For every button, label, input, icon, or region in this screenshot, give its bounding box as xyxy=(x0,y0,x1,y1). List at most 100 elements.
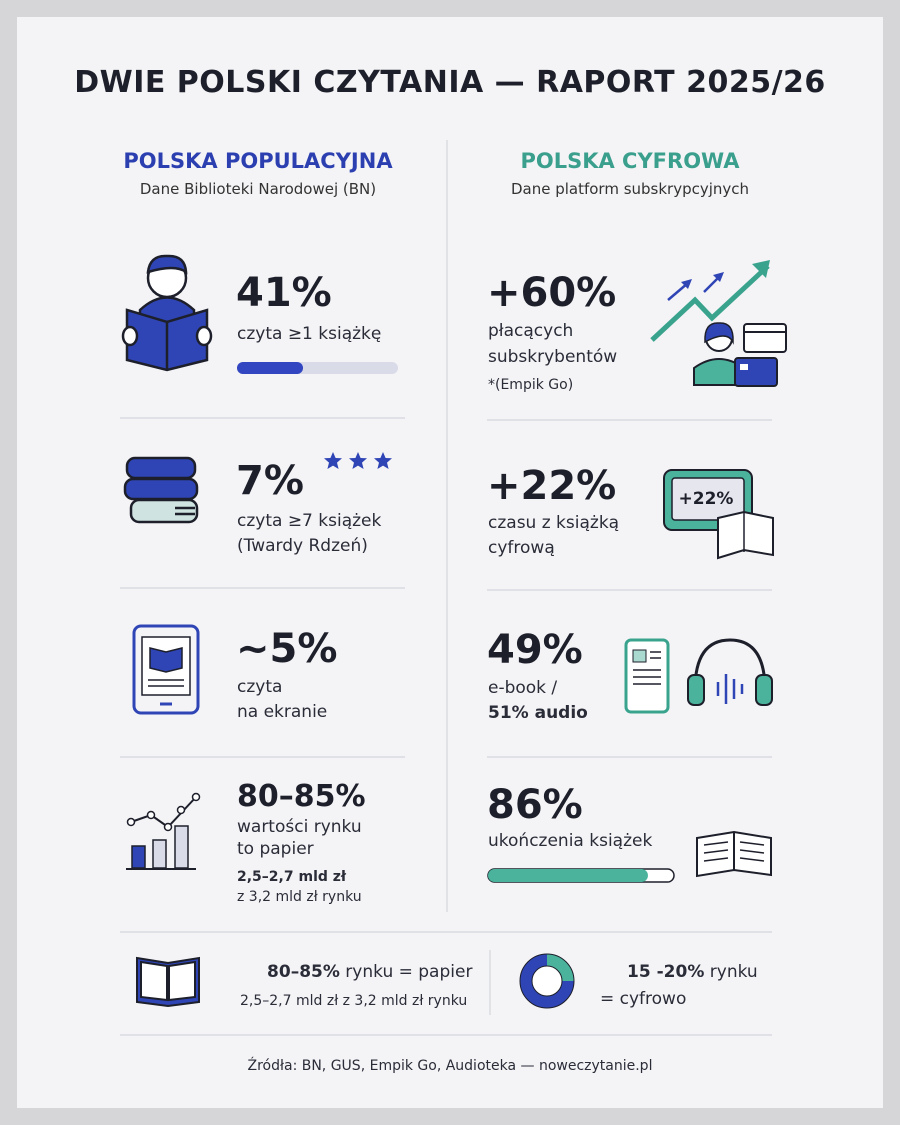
stat-text: płacących xyxy=(488,321,573,341)
stat-text: wartości rynku xyxy=(237,817,362,837)
right-subtitle: Dane platform subskrypcyjnych xyxy=(511,180,749,198)
icon-part xyxy=(752,260,770,278)
star xyxy=(324,452,342,469)
icon-part xyxy=(755,674,773,706)
title: DWIE POLSKI CZYTANIA — RAPORT 2025/26 xyxy=(74,65,826,100)
icon-part xyxy=(703,841,729,846)
reader-icon xyxy=(121,254,213,372)
summary-detail: 2,5–2,7 mld zł z 3,2 mld zł rynku xyxy=(240,993,467,1009)
icon-part xyxy=(123,477,199,501)
icon-part xyxy=(129,498,199,524)
icon-part xyxy=(624,638,670,714)
icon-part xyxy=(739,841,765,846)
icon-part xyxy=(531,965,563,997)
icon-part xyxy=(168,960,196,1002)
right-heading: POLSKA CYFROWA xyxy=(520,149,740,173)
stat-text: ukończenia książek xyxy=(488,831,652,851)
icon-part xyxy=(519,953,575,1009)
icon-part xyxy=(176,805,186,815)
card xyxy=(17,17,883,1108)
icon-part xyxy=(146,810,156,820)
icon-part xyxy=(125,456,197,480)
stat-text: (Twardy Rdzeń) xyxy=(237,536,368,556)
stat-text: subskrybentów xyxy=(488,347,617,367)
stat: 86% xyxy=(487,782,583,828)
stat-text: czyta ≥7 książek xyxy=(237,511,382,531)
stat: 41% xyxy=(236,270,332,316)
icon-part xyxy=(743,323,787,353)
left-subtitle: Dane Biblioteki Narodowej (BN) xyxy=(140,180,376,198)
progress-bar xyxy=(237,362,304,374)
icon-part xyxy=(667,282,689,301)
tablet-icon xyxy=(132,624,200,715)
icon-part xyxy=(734,357,778,387)
icon-part xyxy=(687,674,705,706)
market-chart-icon xyxy=(126,792,201,870)
note: *(Empik Go) xyxy=(488,377,573,393)
stat: +60% xyxy=(487,270,616,316)
icon-part xyxy=(739,857,765,862)
icon-part xyxy=(717,510,774,560)
icon-part xyxy=(739,849,765,854)
icon-part xyxy=(174,825,189,869)
icon-part xyxy=(740,364,748,370)
icon-part xyxy=(195,325,213,347)
icon-part xyxy=(140,960,168,1002)
icon-part xyxy=(149,647,183,673)
summary-text: 80–85% rynku = papier xyxy=(240,962,489,982)
icon-part xyxy=(131,845,146,869)
summary-detail: = cyfrowo xyxy=(600,989,686,1009)
ebook-audio-icon xyxy=(624,638,773,714)
icon-part xyxy=(126,817,136,827)
summary-book-icon xyxy=(136,956,200,1008)
icon-label: +22% xyxy=(679,489,734,509)
footer: Źródła: BN, GUS, Empik Go, Audioteka — n… xyxy=(248,1056,653,1074)
icon-part xyxy=(671,477,745,521)
summary-bold: 80–85% xyxy=(267,962,340,982)
left-heading: POLSKA POPULACYJNA xyxy=(123,149,393,173)
stat-text: czyta ≥1 książkę xyxy=(237,324,381,344)
icon-part xyxy=(163,822,173,832)
icon-part xyxy=(716,674,744,704)
summary-rest: rynku xyxy=(704,962,757,982)
icon-part xyxy=(121,325,139,347)
stat: 7% xyxy=(236,458,304,504)
summary-text: 15 -20% rynku xyxy=(600,962,774,982)
stat: +22% xyxy=(487,463,616,509)
icon-part xyxy=(650,264,770,342)
stat-text: cyfrową xyxy=(488,538,555,558)
stat: 80–85% xyxy=(237,779,366,814)
icon-part xyxy=(693,638,767,691)
stat-text: e-book / xyxy=(488,678,557,698)
stars xyxy=(324,452,392,469)
star xyxy=(349,452,367,469)
icon-part xyxy=(152,839,167,869)
icon-part xyxy=(713,272,724,282)
icon-part xyxy=(132,624,200,715)
open-book-icon xyxy=(696,830,772,878)
summary-rest: rynku = papier xyxy=(340,962,473,982)
stat: 49% xyxy=(487,627,583,673)
summary-bold: 15 -20% xyxy=(627,962,704,982)
icon-part xyxy=(703,849,729,854)
icon-part xyxy=(704,322,734,345)
books-icon xyxy=(123,456,199,524)
stat-text: to papier xyxy=(237,839,314,859)
icon-part xyxy=(632,649,647,663)
icon-part xyxy=(191,792,201,802)
icon-part xyxy=(703,841,765,862)
icon-part xyxy=(703,857,729,862)
detail: 2,5–2,7 mld zł xyxy=(237,869,347,885)
star xyxy=(374,452,392,469)
progress-bar xyxy=(488,869,648,882)
donut-icon xyxy=(519,953,575,1009)
stat: ~5% xyxy=(236,626,337,672)
growth-icon xyxy=(650,260,787,387)
stat-text: 51% audio xyxy=(488,703,588,723)
stat-text: czyta xyxy=(237,677,282,697)
stat-text: na ekranie xyxy=(237,702,327,722)
stat-text: czasu z książką xyxy=(488,513,619,533)
